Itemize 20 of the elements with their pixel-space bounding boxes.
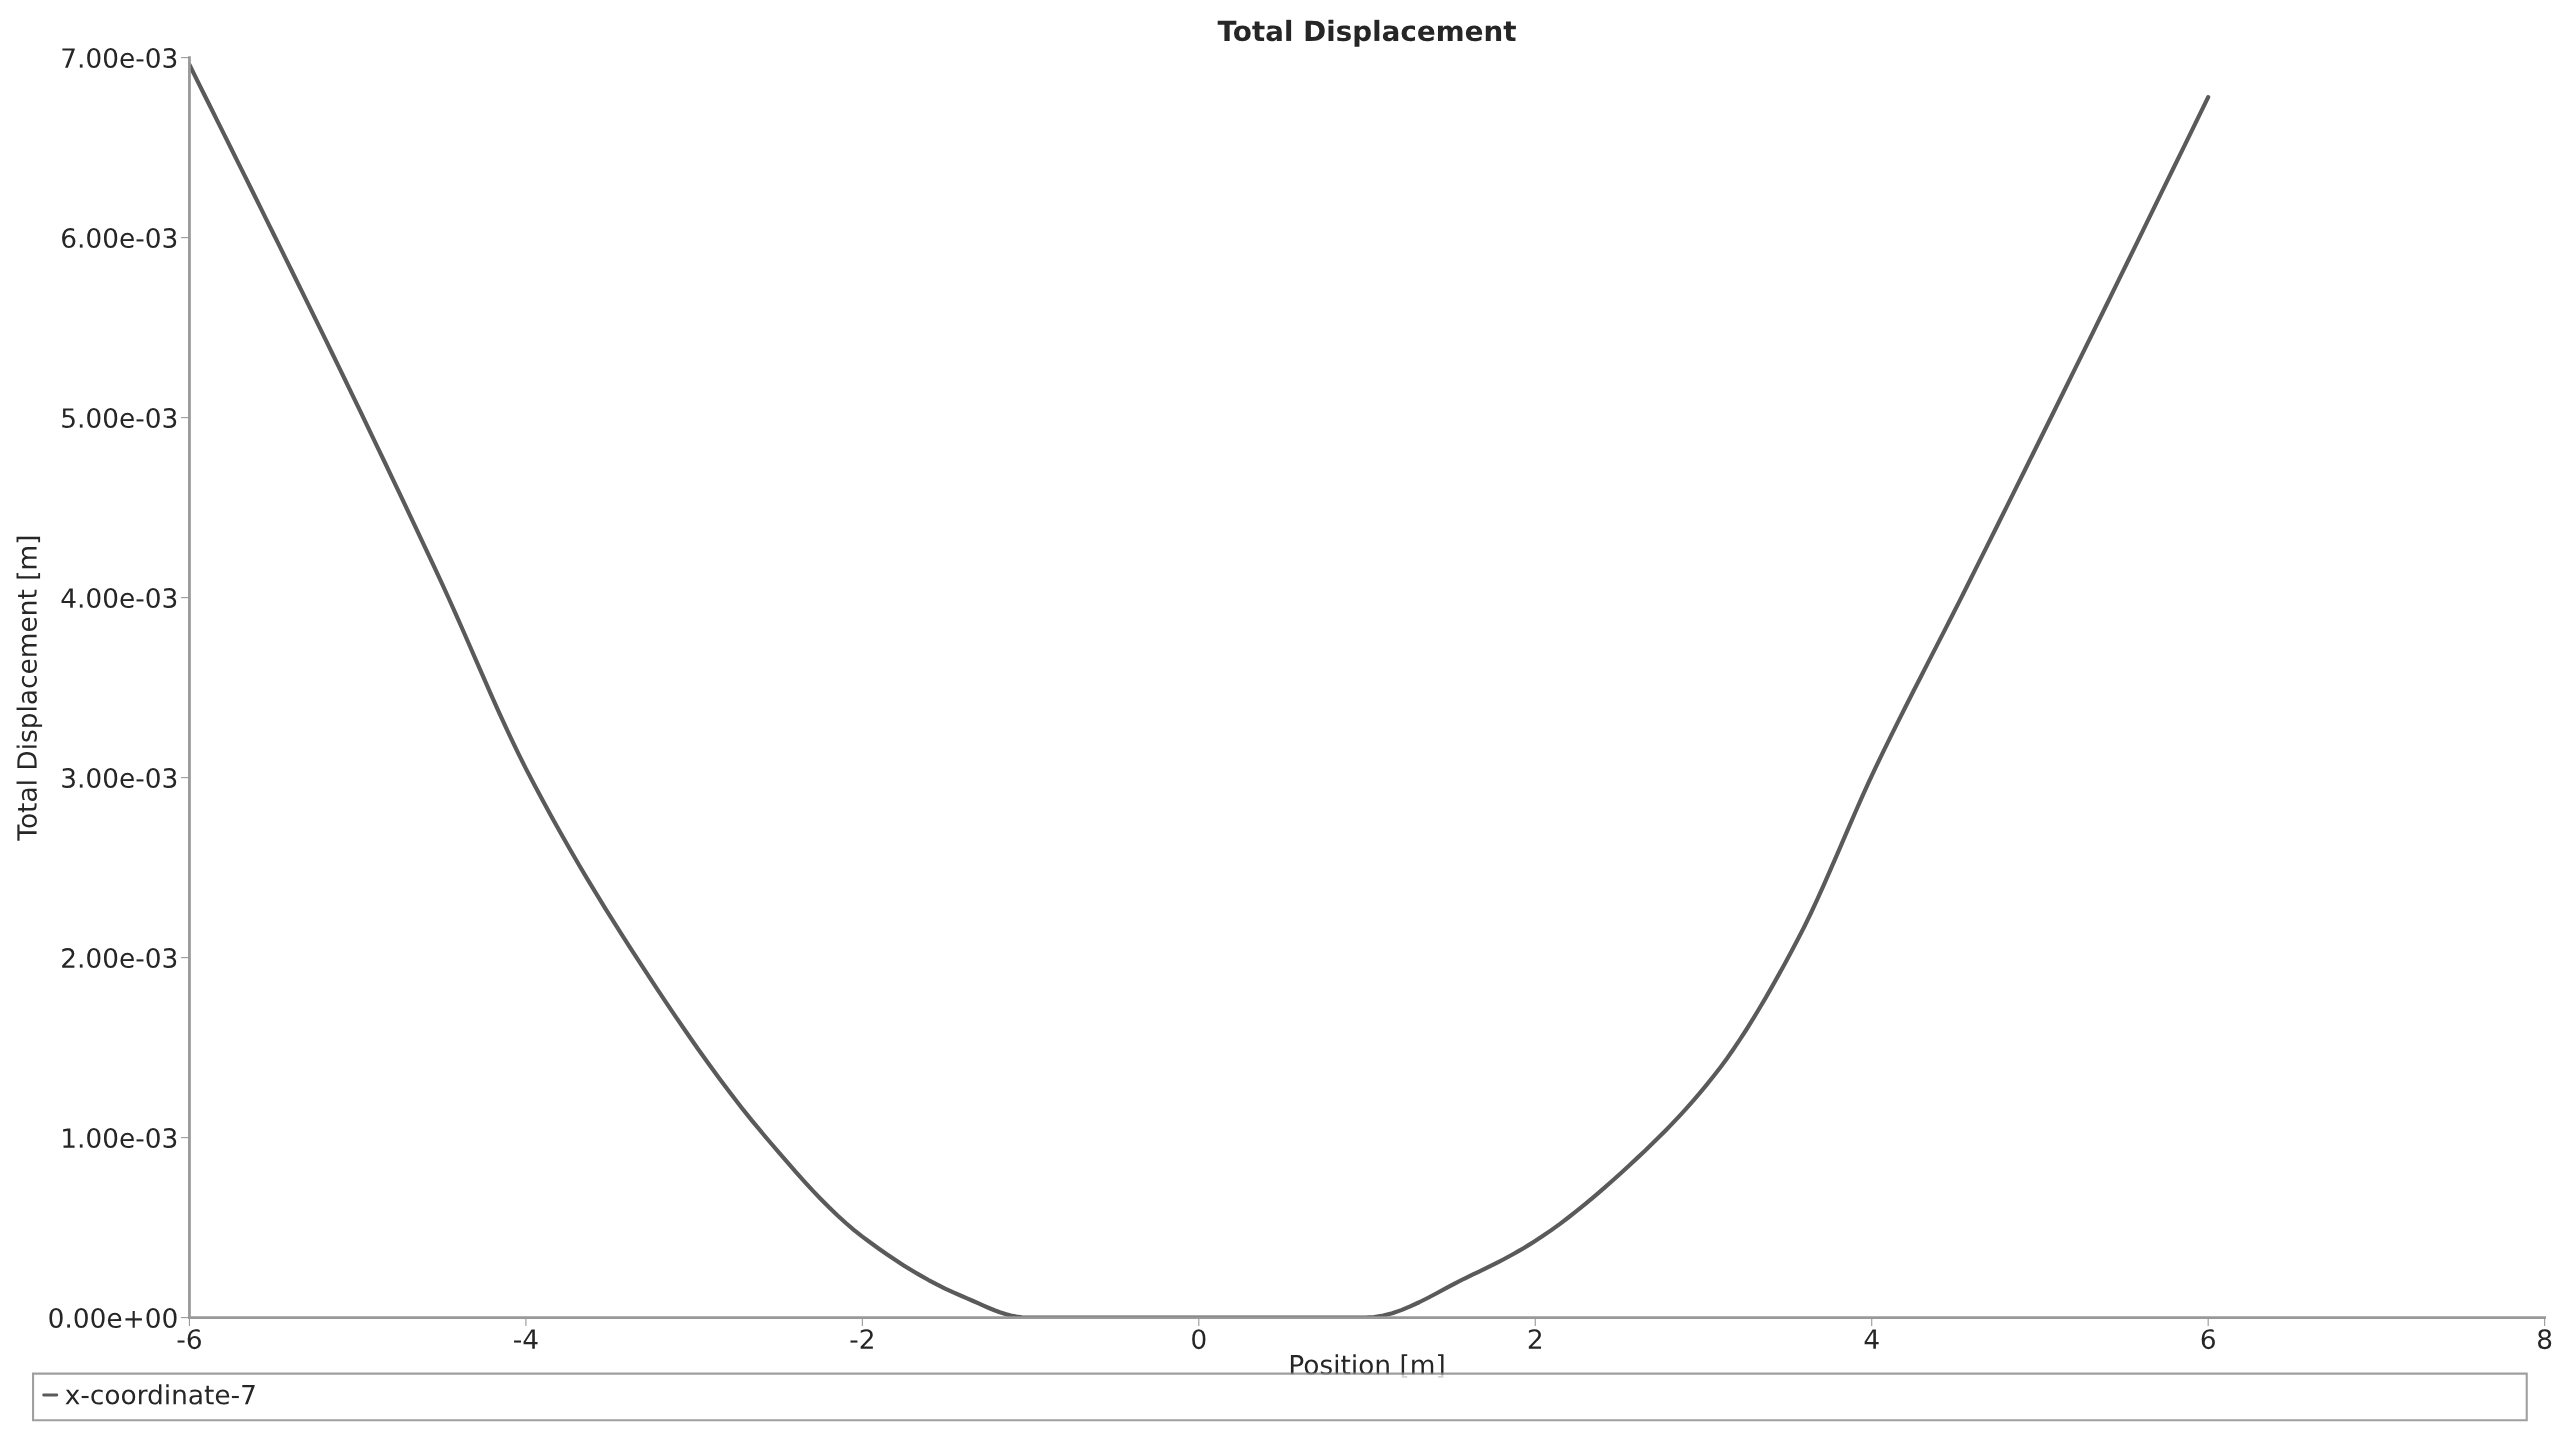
x-tick-label: 6 — [2201, 1329, 2215, 1350]
y-tick-label: 3.00e-03 — [62, 768, 177, 788]
x-tick-label: 2 — [1528, 1329, 1542, 1349]
x-tick-label: 8 — [2538, 1329, 2552, 1350]
legend-label: x-coordinate-7 — [65, 1384, 255, 1405]
chart-title: Total Displacement — [1217, 19, 1516, 47]
x-tick-label: -4 — [514, 1329, 538, 1349]
y-axis-title: Total Displacement [m] — [16, 536, 43, 841]
x-tick-label: -6 — [177, 1329, 201, 1350]
y-tick-label: 5.00e-03 — [62, 408, 177, 428]
y-tick-label: 0.00e+00 — [49, 1308, 177, 1328]
y-tick-label: 6.00e-03 — [62, 228, 177, 248]
y-tick-label: 2.00e-03 — [62, 948, 177, 968]
x-axis-title: Position [m] — [1290, 1354, 1444, 1378]
y-tick-label: 1.00e-03 — [63, 1128, 177, 1148]
y-tick-label: 4.00e-03 — [61, 588, 177, 608]
x-tick-label: -2 — [850, 1329, 873, 1349]
x-tick-label: 4 — [1864, 1329, 1879, 1349]
y-tick-label: 7.00e-03 — [62, 48, 177, 68]
x-tick-label: 0 — [1192, 1329, 1206, 1350]
